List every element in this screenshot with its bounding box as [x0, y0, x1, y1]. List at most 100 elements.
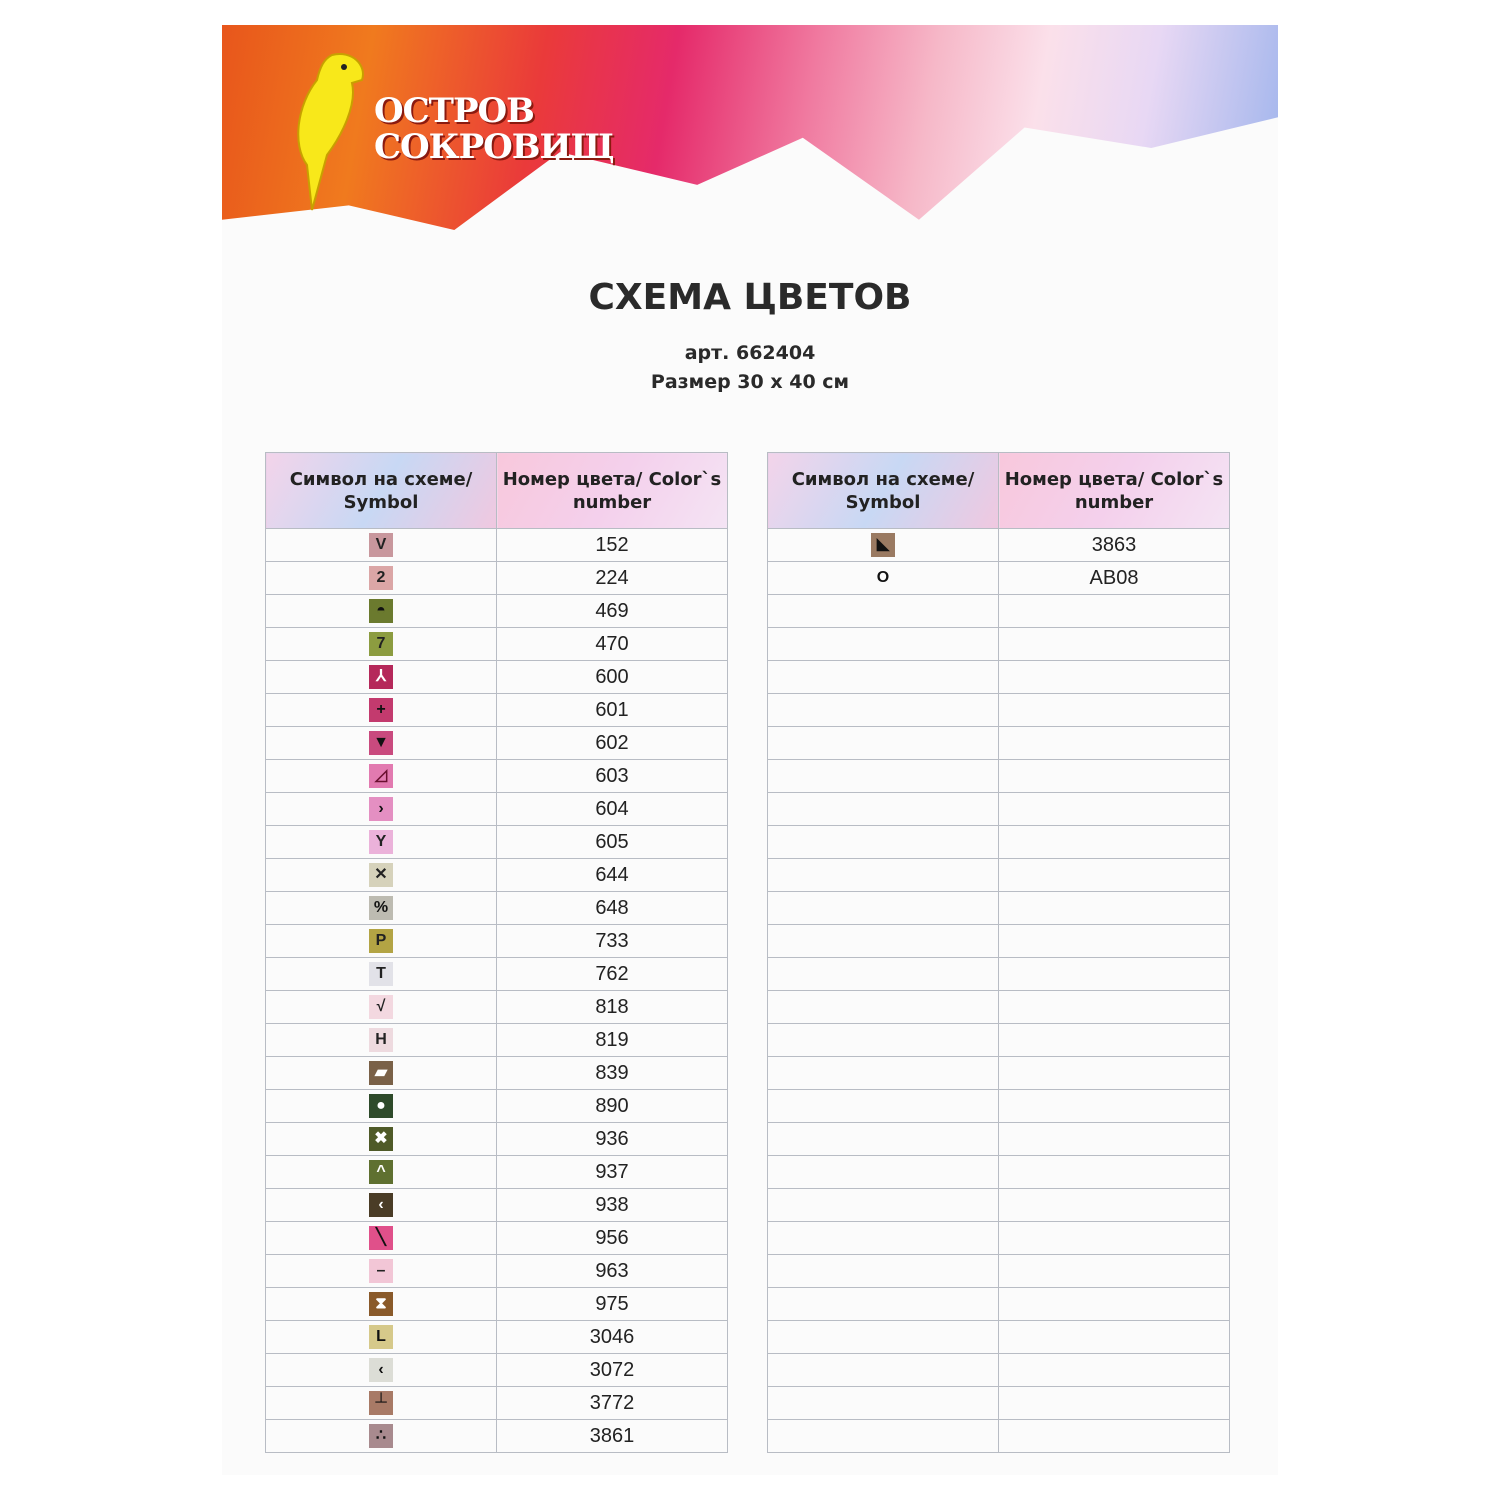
color-number-cell [998, 1386, 1230, 1420]
symbol-cell [767, 1056, 999, 1090]
color-number-cell [998, 1023, 1230, 1057]
color-number-cell: 152 [496, 528, 728, 562]
table-row: 7 470 [265, 627, 728, 661]
symbol-cell: – [265, 1254, 497, 1288]
symbol-swatch: T [369, 962, 393, 986]
symbol-cell [767, 594, 999, 628]
table-row [767, 1419, 1230, 1453]
table-row: ╲ 956 [265, 1221, 728, 1255]
table-row: ‹ 3072 [265, 1353, 728, 1387]
color-number-cell: 937 [496, 1155, 728, 1189]
symbol-swatch: ╲ [369, 1226, 393, 1250]
symbol-cell [767, 1122, 999, 1156]
symbol-cell [767, 660, 999, 694]
symbol-cell [767, 1023, 999, 1057]
article-number: арт. 662404 [684, 342, 816, 364]
symbol-cell [767, 759, 999, 793]
symbol-cell: √ [265, 990, 497, 1024]
color-number-cell: 644 [496, 858, 728, 892]
symbol-swatch: V [369, 533, 393, 557]
color-number-cell [998, 726, 1230, 760]
symbol-swatch: % [369, 896, 393, 920]
color-number-cell [998, 1419, 1230, 1453]
symbol-cell [767, 1221, 999, 1255]
color-number-cell [998, 957, 1230, 991]
color-number-cell: 3863 [998, 528, 1230, 562]
symbol-swatch: ⅄ [369, 665, 393, 689]
table-row [767, 1155, 1230, 1189]
symbol-swatch: P [369, 929, 393, 953]
symbol-cell: + [265, 693, 497, 727]
table-row [767, 1023, 1230, 1057]
color-number-cell: 938 [496, 1188, 728, 1222]
symbol-cell: T [265, 957, 497, 991]
symbol-cell [767, 1188, 999, 1222]
color-number-cell [998, 1155, 1230, 1189]
table-row: – 963 [265, 1254, 728, 1288]
symbol-swatch: Y [369, 830, 393, 854]
color-number-cell: 733 [496, 924, 728, 958]
table-row: ‹ 938 [265, 1188, 728, 1222]
symbol-cell: ◓ [265, 594, 497, 628]
canvas-size: Размер 30 x 40 см [650, 371, 850, 393]
symbol-cell [767, 1254, 999, 1288]
table-row: ▼ 602 [265, 726, 728, 760]
table-row [767, 1287, 1230, 1321]
color-number-cell [998, 924, 1230, 958]
symbol-cell: ⅄ [265, 660, 497, 694]
symbol-swatch: ◿ [369, 764, 393, 788]
symbol-cell: P [265, 924, 497, 958]
color-number-cell [998, 858, 1230, 892]
table-row: T 762 [265, 957, 728, 991]
color-number-cell [998, 594, 1230, 628]
color-number-cell [998, 1221, 1230, 1255]
table-row: O AB08 [767, 561, 1230, 595]
symbol-cell [767, 627, 999, 661]
table-row [767, 759, 1230, 793]
table-row [767, 693, 1230, 727]
color-number-cell [998, 1188, 1230, 1222]
table-row: ✖ 936 [265, 1122, 728, 1156]
table-row [767, 594, 1230, 628]
symbol-cell [767, 1155, 999, 1189]
symbol-cell: ▰ [265, 1056, 497, 1090]
color-number-cell: 3861 [496, 1419, 728, 1453]
table-row [767, 990, 1230, 1024]
table-row: H 819 [265, 1023, 728, 1057]
color-chart-page: ОСТРОВ СОКРОВИЩ СХЕМА ЦВЕТОВ арт. 662404… [222, 25, 1278, 1475]
color-number-cell: 602 [496, 726, 728, 760]
symbol-cell: ✖ [265, 1122, 497, 1156]
color-table-right: Символ на схеме/ Symbol Номер цвета/ Col… [767, 452, 1230, 1453]
symbol-cell [767, 1320, 999, 1354]
color-table-left: Символ на схеме/ Symbol Номер цвета/ Col… [265, 452, 728, 1453]
color-number-cell: 762 [496, 957, 728, 991]
header-symbol: Символ на схеме/ Symbol [265, 452, 497, 529]
symbol-swatch: ⧗ [369, 1292, 393, 1316]
table-row: Y 605 [265, 825, 728, 859]
color-number-cell: 470 [496, 627, 728, 661]
color-number-cell: 818 [496, 990, 728, 1024]
symbol-swatch: ┴ [369, 1391, 393, 1415]
symbol-swatch: ‹ [369, 1358, 393, 1382]
table-row: ▰ 839 [265, 1056, 728, 1090]
brand-line1: ОСТРОВ [374, 91, 535, 131]
symbol-cell [767, 1089, 999, 1123]
symbol-cell: ^ [265, 1155, 497, 1189]
symbol-swatch: √ [369, 995, 393, 1019]
header-color-number: Номер цвета/ Color`s number [496, 452, 728, 529]
color-number-cell: 605 [496, 825, 728, 859]
table-row: ◿ 603 [265, 759, 728, 793]
symbol-swatch: 2 [369, 566, 393, 590]
parrot-icon [297, 53, 364, 211]
table-row: ◣ 3863 [767, 528, 1230, 562]
table-row: P 733 [265, 924, 728, 958]
symbol-cell: V [265, 528, 497, 562]
color-number-cell: 604 [496, 792, 728, 826]
symbol-swatch: H [369, 1028, 393, 1052]
symbol-cell [767, 1419, 999, 1453]
color-number-cell [998, 1287, 1230, 1321]
color-number-cell: 648 [496, 891, 728, 925]
table-row: ◓ 469 [265, 594, 728, 628]
color-number-cell: 936 [496, 1122, 728, 1156]
table-row: ⅄ 600 [265, 660, 728, 694]
